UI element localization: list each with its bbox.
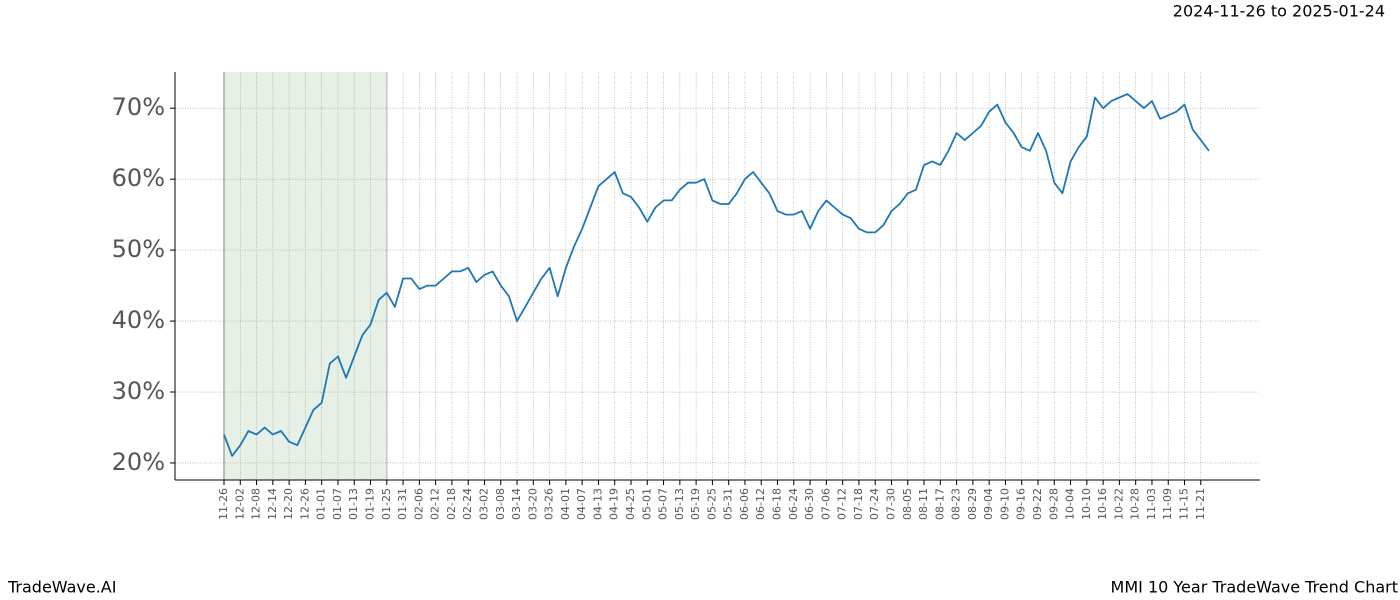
x-tick-label: 10-16 [1096,488,1109,520]
x-tick-label: 09-28 [1047,488,1060,520]
x-tick-label: 08-29 [966,488,979,520]
x-tick-label: 03-14 [510,488,523,520]
source: TradeWave.AI [7,578,116,597]
x-tick-label: 07-30 [884,488,897,520]
x-tick-label: 03-20 [526,488,539,520]
x-tick-label: 01-19 [364,488,377,520]
x-tick-label: 02-12 [429,488,442,520]
x-tick-label: 01-07 [331,488,344,520]
x-tick-label: 03-02 [477,488,490,520]
x-tick-label: 06-24 [787,488,800,520]
x-tick-label: 10-28 [1129,488,1142,520]
x-tick-label: 08-17 [933,488,946,520]
x-tick-label: 02-18 [445,488,458,520]
x-tick-label: 03-26 [543,488,556,520]
trend-line [223,93,1210,457]
x-tick-label: 04-19 [608,488,621,520]
x-tick-label: 12-14 [266,488,279,520]
x-tick-label: 10-22 [1112,488,1125,520]
x-tick-label: 07-12 [836,488,849,520]
x-tick-label: 03-08 [494,488,507,520]
x-tick-label: 06-06 [738,488,751,520]
x-tick-label: 11-03 [1145,488,1158,520]
x-tick-label: 08-05 [901,488,914,520]
x-tick-label: 05-19 [689,488,702,520]
x-tick-label: 02-06 [412,488,425,520]
x-tick-label: 11-21 [1194,488,1207,520]
x-tick-label: 12-26 [298,488,311,520]
x-tick-label: 04-25 [624,488,637,520]
x-tick-label: 01-01 [315,488,328,520]
x-tick-label: 06-30 [803,488,816,520]
x-tick-label: 01-31 [396,488,409,520]
x-tick-label: 11-15 [1178,488,1191,520]
x-tick-label: 12-08 [250,488,263,520]
x-tick-label: 01-13 [347,488,360,520]
x-tick-label: 12-02 [233,488,246,520]
x-tick-label: 09-04 [982,488,995,520]
y-tick-label: 20% [112,448,165,476]
x-tick-label: 04-01 [559,488,572,520]
x-tick-label: 10-04 [1064,488,1077,520]
y-tick-label: 30% [112,377,165,405]
x-tick-label: 12-20 [282,488,295,520]
date-range: 2024-11-26 to 2025-01-24 [1173,2,1385,21]
x-tick-label: 10-10 [1080,488,1093,520]
x-tick-label: 08-23 [950,488,963,520]
y-tick-label: 70% [112,93,165,121]
chart-title: MMI 10 Year TradeWave Trend Chart [1111,578,1398,597]
x-tick-label: 06-12 [754,488,767,520]
x-tick-label: 07-18 [852,488,865,520]
y-tick-label: 40% [112,306,165,334]
x-tick-label: 09-16 [1015,488,1028,520]
x-tick-label: 07-06 [819,488,832,520]
shaded-span [224,72,387,480]
x-tick-label: 04-07 [575,488,588,520]
x-tick-label: 02-24 [461,488,474,520]
x-tick-label: 09-10 [998,488,1011,520]
x-tick-label: 09-22 [1031,488,1044,520]
y-tick-label: 60% [112,164,165,192]
y-tick-label: 50% [112,235,165,263]
x-tick-label: 11-09 [1161,488,1174,520]
x-tick-label: 11-26 [217,488,230,520]
x-tick-label: 05-25 [705,488,718,520]
x-tick-label: 05-13 [673,488,686,520]
x-tick-label: 05-31 [722,488,735,520]
x-tick-label: 05-07 [657,488,670,520]
x-tick-label: 05-01 [640,488,653,520]
x-tick-label: 08-11 [917,488,930,520]
x-tick-label: 01-25 [380,488,393,520]
x-tick-label: 04-13 [591,488,604,520]
x-tick-label: 06-18 [771,488,784,520]
x-tick-label: 07-24 [868,488,881,520]
